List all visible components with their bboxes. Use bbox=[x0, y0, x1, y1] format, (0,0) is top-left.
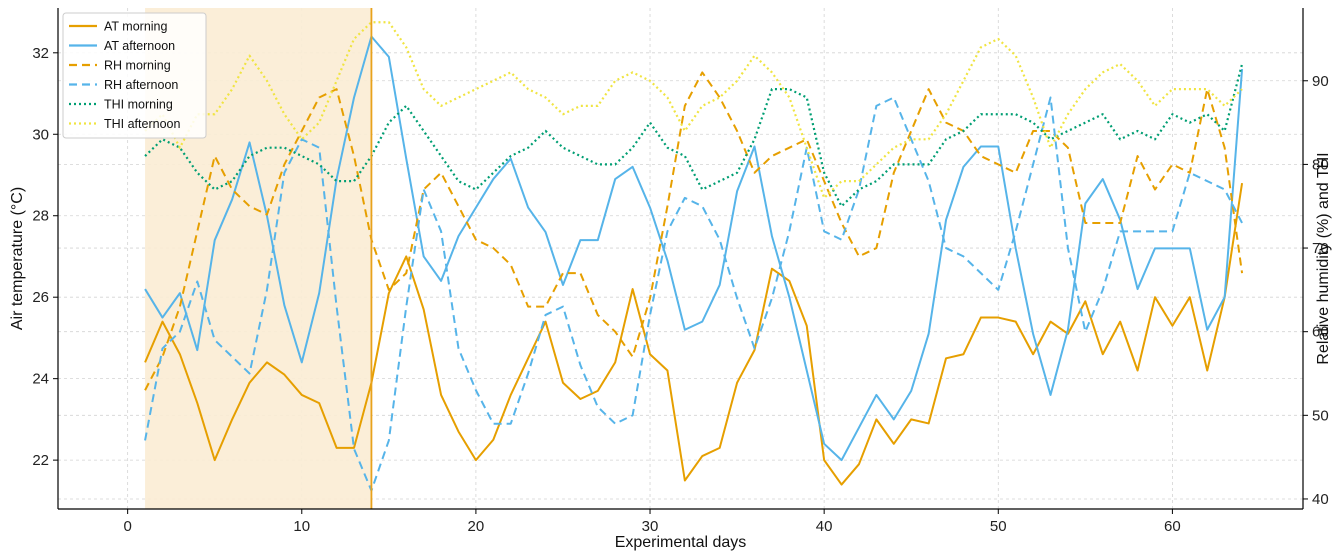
x-tick-label: 20 bbox=[468, 518, 485, 535]
series-line-3 bbox=[144, 96, 1243, 492]
series-line-5 bbox=[144, 21, 1243, 199]
legend: AT morning AT afternoon RH morning RH after… bbox=[62, 12, 207, 139]
legend-label-5: THI afternoon bbox=[104, 117, 180, 131]
x-tick-label: 0 bbox=[123, 518, 131, 535]
series-lines bbox=[144, 21, 1244, 492]
legend-label-3: RH afternoon bbox=[104, 78, 178, 92]
x-tick-label: 40 bbox=[816, 518, 833, 535]
x-axis-title: Experimental days bbox=[615, 534, 747, 551]
series-line-0 bbox=[144, 182, 1244, 486]
right-y-tick-label: 90 bbox=[1312, 73, 1329, 90]
right-y-axis-title: Relative humidity (%) and THI bbox=[1315, 152, 1332, 364]
left-y-tick-label: 32 bbox=[32, 45, 49, 62]
right-y-tick-label: 40 bbox=[1312, 491, 1329, 508]
left-y-tick-label: 30 bbox=[32, 126, 49, 143]
right-y-tick-label: 60 bbox=[1312, 324, 1329, 341]
series-line-4 bbox=[144, 63, 1244, 208]
legend-label-0: AT morning bbox=[104, 20, 168, 34]
tick-labels: 0 10 20 30 40 50 60 22 24 26 28 30 32 40 50 60 70 80 90 bbox=[32, 45, 1328, 535]
legend-box bbox=[62, 12, 207, 139]
x-tick-label: 60 bbox=[1164, 518, 1181, 535]
left-y-axis-title: Air temperature (°C) bbox=[9, 187, 26, 330]
x-tick-label: 10 bbox=[293, 518, 310, 535]
right-y-tick-label: 80 bbox=[1312, 156, 1329, 173]
legend-label-4: THI morning bbox=[104, 98, 173, 112]
series-line-2 bbox=[144, 71, 1244, 391]
axes bbox=[53, 8, 1308, 514]
x-tick-label: 30 bbox=[642, 518, 659, 535]
left-y-tick-label: 24 bbox=[32, 371, 49, 388]
legend-label-2: RH morning bbox=[104, 59, 171, 73]
left-y-tick-label: 26 bbox=[32, 289, 49, 306]
x-tick-label: 50 bbox=[990, 518, 1007, 535]
legend-label-1: AT afternoon bbox=[104, 39, 175, 53]
right-y-tick-label: 50 bbox=[1312, 407, 1329, 424]
right-y-tick-label: 70 bbox=[1312, 240, 1329, 257]
left-y-tick-label: 22 bbox=[32, 452, 49, 469]
left-y-tick-label: 28 bbox=[32, 208, 49, 225]
